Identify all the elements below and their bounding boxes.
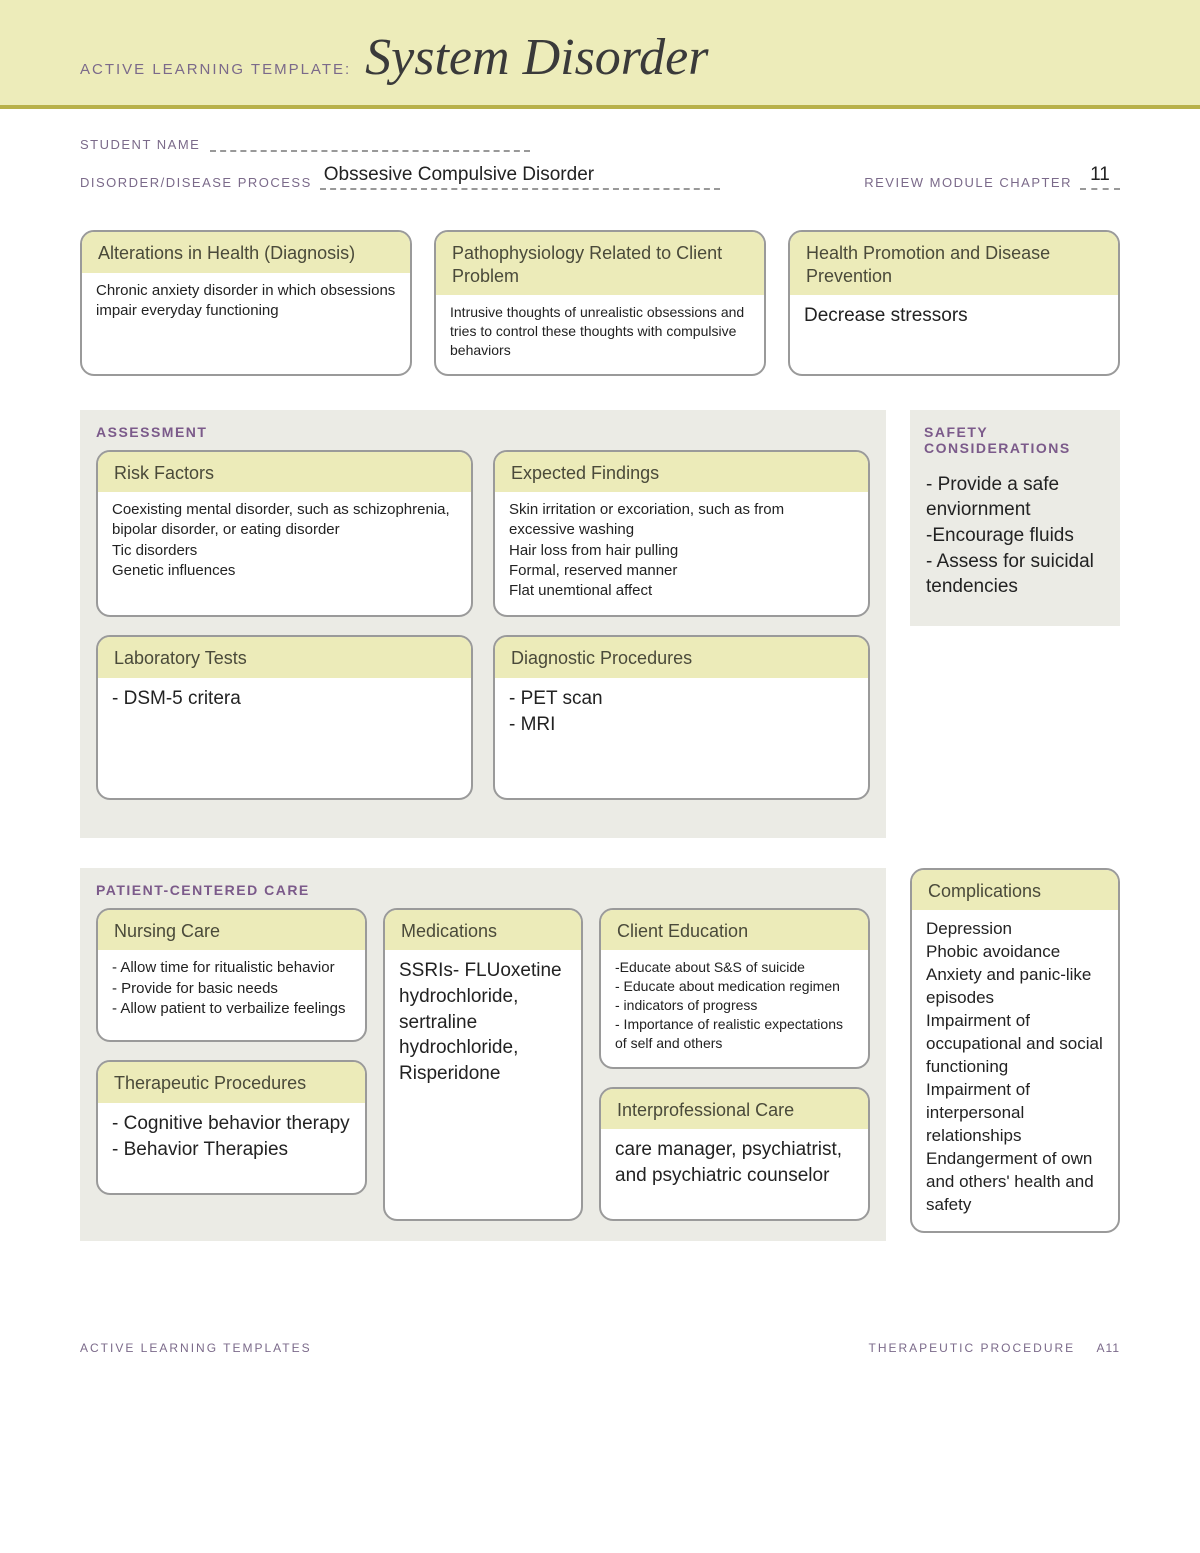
card-expected: Expected Findings Skin irritation or exc… — [493, 450, 870, 618]
footer: ACTIVE LEARNING TEMPLATES THERAPEUTIC PR… — [0, 1311, 1200, 1395]
card-education: Client Education -Educate about S&S of s… — [599, 908, 870, 1069]
card-alterations: Alterations in Health (Diagnosis) Chroni… — [80, 230, 412, 376]
process-label: DISORDER/DISEASE PROCESS — [80, 175, 312, 190]
card-risk: Risk Factors Coexisting mental disorder,… — [96, 450, 473, 618]
card-meds: Medications SSRIs- FLUoxetine hydrochlor… — [383, 908, 583, 1221]
card-interprof-title: Interprofessional Care — [601, 1089, 868, 1130]
card-expected-title: Expected Findings — [495, 452, 868, 493]
student-label: STUDENT NAME — [80, 137, 200, 152]
process-value: Obssesive Compulsive Disorder — [320, 164, 720, 190]
footer-right-label: THERAPEUTIC PROCEDURE — [869, 1341, 1076, 1355]
card-therapeutic: Therapeutic Procedures - Cognitive behav… — [96, 1060, 367, 1195]
card-alterations-body: Chronic anxiety disorder in which obsess… — [82, 273, 410, 336]
card-patho-title: Pathophysiology Related to Client Proble… — [436, 232, 764, 295]
card-risk-body: Coexisting mental disorder, such as schi… — [98, 492, 471, 595]
card-interprof-body: care manager, psychiatrist, and psychiat… — [601, 1129, 868, 1219]
meta-block: STUDENT NAME DISORDER/DISEASE PROCESS Ob… — [80, 137, 1120, 190]
assessment-section: ASSESSMENT Risk Factors Coexisting menta… — [80, 410, 886, 838]
card-nursing-body: - Allow time for ritualistic behavior - … — [98, 950, 365, 1040]
pcc-label: PATIENT-CENTERED CARE — [96, 882, 870, 898]
page-body: STUDENT NAME DISORDER/DISEASE PROCESS Ob… — [0, 109, 1200, 1311]
card-healthpromo-title: Health Promotion and Disease Prevention — [790, 232, 1118, 295]
top-row: Alterations in Health (Diagnosis) Chroni… — [80, 230, 1120, 376]
card-nursing: Nursing Care - Allow time for ritualisti… — [96, 908, 367, 1043]
card-healthpromo-body: Decrease stressors — [790, 295, 1118, 343]
footer-page: A11 — [1097, 1341, 1120, 1355]
card-therapeutic-title: Therapeutic Procedures — [98, 1062, 365, 1103]
card-labs-body: - DSM-5 critera — [98, 678, 471, 798]
footer-left: ACTIVE LEARNING TEMPLATES — [80, 1341, 312, 1355]
card-diag: Diagnostic Procedures - PET scan - MRI — [493, 635, 870, 800]
card-patho: Pathophysiology Related to Client Proble… — [434, 230, 766, 376]
safety-label: SAFETY CONSIDERATIONS — [924, 424, 1106, 456]
card-nursing-title: Nursing Care — [98, 910, 365, 951]
pcc-section: PATIENT-CENTERED CARE Nursing Care - All… — [80, 868, 886, 1241]
card-healthpromo: Health Promotion and Disease Prevention … — [788, 230, 1120, 376]
safety-body: - Provide a safe enviornment -Encourage … — [924, 466, 1106, 606]
card-complications-body: Depression Phobic avoidance Anxiety and … — [912, 910, 1118, 1230]
card-labs: Laboratory Tests - DSM-5 critera — [96, 635, 473, 800]
card-labs-title: Laboratory Tests — [98, 637, 471, 678]
card-diag-body: - PET scan - MRI — [495, 678, 868, 798]
banner-title: System Disorder — [365, 28, 708, 87]
card-complications: Complications Depression Phobic avoidanc… — [910, 868, 1120, 1233]
banner: ACTIVE LEARNING TEMPLATE: System Disorde… — [0, 0, 1200, 109]
card-diag-title: Diagnostic Procedures — [495, 637, 868, 678]
card-education-body: -Educate about S&S of suicide - Educate … — [601, 950, 868, 1066]
card-interprof: Interprofessional Care care manager, psy… — [599, 1087, 870, 1222]
card-meds-title: Medications — [385, 910, 581, 951]
assessment-label: ASSESSMENT — [96, 424, 870, 440]
assessment-safety-row: ASSESSMENT Risk Factors Coexisting menta… — [80, 410, 1120, 868]
card-education-title: Client Education — [601, 910, 868, 951]
safety-section: SAFETY CONSIDERATIONS - Provide a safe e… — [910, 410, 1120, 626]
card-meds-body: SSRIs- FLUoxetine hydrochloride, sertral… — [385, 950, 581, 1100]
chapter-value: 11 — [1080, 164, 1120, 190]
chapter-label: REVIEW MODULE CHAPTER — [864, 175, 1072, 190]
card-complications-title: Complications — [912, 870, 1118, 911]
card-alterations-title: Alterations in Health (Diagnosis) — [82, 232, 410, 273]
student-line — [210, 150, 530, 152]
pcc-comp-row: PATIENT-CENTERED CARE Nursing Care - All… — [80, 868, 1120, 1271]
card-patho-body: Intrusive thoughts of unrealistic obsess… — [436, 295, 764, 374]
card-expected-body: Skin irritation or excoriation, such as … — [495, 492, 868, 615]
banner-prefix: ACTIVE LEARNING TEMPLATE: — [80, 61, 351, 78]
card-therapeutic-body: - Cognitive behavior therapy - Behavior … — [98, 1103, 365, 1193]
card-risk-title: Risk Factors — [98, 452, 471, 493]
